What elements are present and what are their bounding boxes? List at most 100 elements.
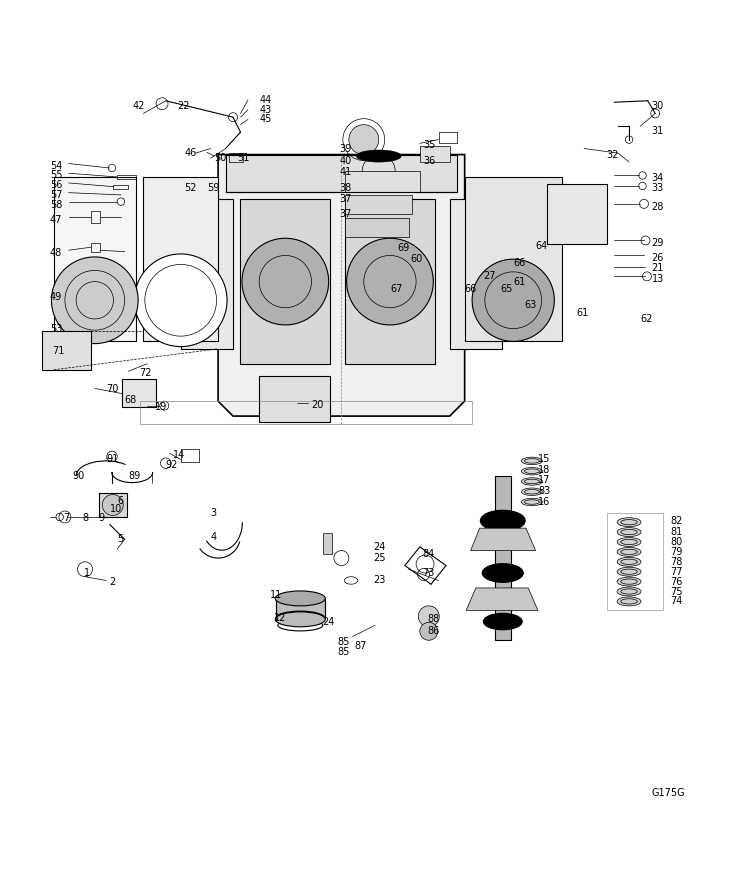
Text: 46: 46 — [184, 148, 196, 158]
Text: 50: 50 — [214, 153, 226, 162]
Bar — [494, 476, 511, 640]
Text: 32: 32 — [607, 150, 619, 160]
Text: 23: 23 — [374, 575, 386, 586]
Ellipse shape — [276, 593, 325, 606]
Text: 7: 7 — [64, 513, 70, 524]
Ellipse shape — [617, 528, 641, 537]
Bar — [230, 153, 243, 162]
Text: 31: 31 — [652, 125, 664, 136]
Circle shape — [419, 606, 440, 627]
Bar — [260, 375, 330, 422]
Bar — [345, 195, 412, 214]
Circle shape — [349, 125, 379, 154]
Ellipse shape — [617, 577, 641, 586]
Text: 59: 59 — [207, 183, 219, 193]
Text: 73: 73 — [422, 568, 434, 578]
Text: 63: 63 — [524, 301, 537, 310]
Ellipse shape — [521, 498, 542, 506]
Text: 18: 18 — [538, 465, 550, 474]
Text: 6: 6 — [117, 496, 123, 506]
Text: 92: 92 — [166, 460, 178, 470]
Text: 27: 27 — [483, 271, 496, 282]
Text: 12: 12 — [274, 613, 286, 623]
Bar — [322, 533, 332, 554]
Text: 87: 87 — [354, 641, 367, 652]
Text: 66: 66 — [513, 258, 526, 267]
Text: 58: 58 — [50, 200, 62, 210]
Text: 19: 19 — [154, 403, 166, 412]
Text: 61: 61 — [513, 276, 526, 287]
Text: 33: 33 — [652, 183, 664, 193]
Text: 54: 54 — [50, 160, 62, 171]
Text: 53: 53 — [50, 324, 62, 333]
Ellipse shape — [275, 591, 326, 606]
Text: 41: 41 — [339, 167, 352, 177]
Polygon shape — [547, 184, 607, 244]
Text: 68: 68 — [124, 395, 137, 404]
Text: 85: 85 — [338, 647, 350, 657]
Bar — [276, 599, 325, 617]
Text: 25: 25 — [374, 553, 386, 563]
Text: 61: 61 — [577, 308, 589, 318]
Bar — [140, 401, 472, 424]
Text: 79: 79 — [670, 547, 682, 557]
Text: 34: 34 — [652, 174, 664, 183]
Ellipse shape — [276, 611, 325, 624]
Text: 1: 1 — [83, 568, 90, 578]
Bar — [113, 185, 128, 189]
Text: 82: 82 — [670, 516, 682, 525]
Text: 30: 30 — [652, 101, 664, 111]
Text: 16: 16 — [538, 497, 550, 507]
Text: 43: 43 — [260, 104, 272, 115]
Text: 37: 37 — [339, 195, 352, 204]
Text: 74: 74 — [670, 596, 682, 606]
Bar — [181, 449, 200, 462]
Polygon shape — [466, 588, 538, 610]
Bar — [117, 175, 136, 179]
Text: 62: 62 — [640, 314, 652, 324]
Bar — [43, 331, 91, 370]
Text: 48: 48 — [50, 248, 62, 258]
Text: 45: 45 — [260, 114, 272, 125]
Text: 83: 83 — [538, 486, 550, 496]
Bar — [465, 177, 562, 341]
Bar — [345, 218, 409, 237]
Ellipse shape — [483, 613, 522, 630]
Text: 66: 66 — [465, 284, 477, 294]
Text: 26: 26 — [652, 253, 664, 263]
Circle shape — [242, 239, 328, 324]
Polygon shape — [471, 528, 536, 551]
Ellipse shape — [356, 150, 401, 162]
Circle shape — [52, 257, 138, 344]
Text: 42: 42 — [132, 101, 145, 111]
Text: 40: 40 — [339, 155, 352, 166]
Ellipse shape — [617, 587, 641, 596]
Text: 4: 4 — [211, 532, 217, 542]
Text: 77: 77 — [670, 567, 682, 576]
Text: 35: 35 — [424, 139, 436, 150]
Bar — [143, 177, 218, 341]
Text: 78: 78 — [670, 557, 682, 567]
Ellipse shape — [617, 517, 641, 527]
Circle shape — [420, 623, 438, 640]
Text: 39: 39 — [339, 145, 352, 154]
Text: 91: 91 — [106, 454, 118, 465]
Ellipse shape — [521, 467, 542, 475]
Text: 56: 56 — [50, 180, 62, 190]
Text: 11: 11 — [271, 590, 283, 601]
Text: 37: 37 — [339, 210, 352, 219]
Bar — [345, 171, 420, 192]
Text: 24: 24 — [322, 617, 335, 626]
Text: 55: 55 — [50, 170, 62, 181]
Text: 64: 64 — [536, 240, 548, 251]
Text: 5: 5 — [117, 534, 124, 545]
Text: G175G: G175G — [652, 788, 685, 798]
Text: 8: 8 — [82, 513, 88, 524]
Text: 24: 24 — [374, 542, 386, 552]
Bar — [91, 244, 100, 253]
Text: 80: 80 — [670, 537, 682, 546]
Bar — [345, 199, 435, 364]
Ellipse shape — [480, 510, 525, 531]
Bar — [241, 199, 330, 364]
Text: 38: 38 — [339, 183, 352, 193]
